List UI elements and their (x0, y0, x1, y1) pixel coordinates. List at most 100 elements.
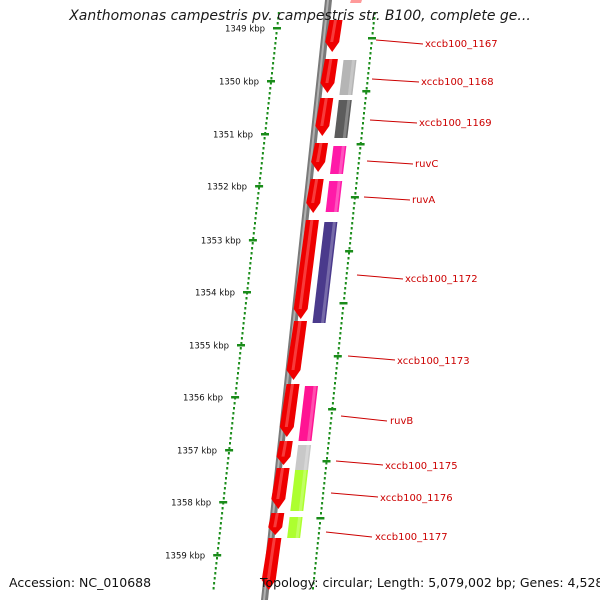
gene-bar[interactable] (295, 445, 312, 470)
axis-tick (248, 239, 257, 242)
axis-dot (267, 102, 270, 105)
axis-dot (237, 367, 240, 370)
axis-dot (275, 37, 277, 40)
track-guide-dot (327, 442, 330, 445)
gene-label[interactable]: xccb100_1176 (380, 493, 453, 504)
track-guide-dot (317, 532, 320, 535)
axis-tick (243, 291, 251, 294)
gene-label[interactable]: xccb100_1173 (397, 356, 470, 367)
axis-dot (263, 142, 266, 145)
track-guide-dot (329, 427, 332, 430)
axis-dot (240, 337, 243, 340)
track-guide-dot (363, 107, 366, 110)
track-guide-dot (338, 342, 341, 345)
axis-dot (276, 22, 279, 25)
gene-label[interactable]: ruvA (412, 195, 435, 206)
cds-arrow-highlight (291, 321, 302, 370)
axis-dot (216, 557, 218, 560)
axis-dot (225, 472, 228, 475)
gene-label[interactable]: xccb100_1168 (421, 77, 494, 88)
track-guide-dot (367, 72, 370, 75)
track-guide-dot (335, 372, 338, 375)
axis-dot (242, 327, 245, 330)
axis-dot (256, 202, 259, 205)
gene-bar[interactable] (290, 470, 309, 511)
gene-bar[interactable] (334, 100, 352, 138)
axis-dot (231, 417, 234, 420)
axis-tick-label: 1349 kbp (225, 25, 265, 35)
gene-label-leader (325, 531, 373, 538)
gene-bar[interactable] (287, 517, 303, 538)
axis-dot (251, 242, 254, 245)
track-guide-dot (312, 582, 315, 585)
axis-dot (277, 17, 280, 20)
axis-dot (275, 32, 278, 35)
track-guide-dot (361, 127, 364, 130)
axis-dot (218, 532, 221, 535)
gene-bar[interactable] (298, 386, 319, 441)
track-guide-dot (359, 147, 362, 150)
axis-dot (265, 122, 268, 125)
track-guide-dot (319, 522, 321, 525)
track-guide-dot (373, 17, 376, 20)
track-guide-dot (366, 82, 369, 85)
track-guide-dot (353, 202, 356, 205)
gene-label[interactable]: xccb100_1177 (375, 532, 448, 543)
track-guide-dot (320, 507, 323, 510)
axis-dot (264, 127, 267, 130)
gene-bar-shine (298, 470, 307, 511)
track-guide-dot (364, 102, 367, 105)
axis-dot (252, 237, 255, 240)
axis-dot (219, 522, 222, 525)
axis-dot (227, 457, 230, 460)
gene-label[interactable]: xccb100_1167 (425, 39, 498, 50)
track-guide-dot (322, 492, 325, 495)
cds-arrow-highlight (276, 468, 285, 499)
gene-bar[interactable] (325, 181, 343, 212)
track-guide-dot (356, 177, 359, 180)
track-tick (368, 37, 376, 40)
gene-bar[interactable] (350, 0, 362, 3)
axis-dot (220, 517, 223, 520)
axis-dot (244, 307, 247, 310)
gene-bar[interactable] (330, 146, 347, 174)
gene-bar-shine (347, 60, 355, 95)
track-guide-dot (365, 87, 368, 90)
axis-dot (222, 497, 225, 500)
track-guide-dot (327, 447, 329, 450)
track-guide-dot (332, 392, 335, 395)
axis-dot (260, 167, 263, 170)
track-guide-dot (373, 12, 376, 15)
axis-dot (235, 387, 238, 390)
axis-dot (244, 302, 247, 305)
axis-dot (263, 137, 266, 140)
axis-dot (246, 287, 249, 290)
track-guide-dot (364, 97, 367, 100)
axis-dot (247, 277, 250, 280)
axis-dot (269, 82, 272, 85)
gene-bar[interactable] (339, 60, 357, 95)
gene-label[interactable]: ruvB (390, 416, 413, 427)
gene-label[interactable]: xccb100_1172 (405, 274, 478, 285)
axis-dot (240, 342, 243, 345)
gene-bar[interactable] (312, 222, 338, 323)
axis-dot (250, 257, 252, 260)
axis-dot (228, 447, 231, 450)
axis-dot (241, 332, 244, 335)
gene-label-leader (363, 196, 411, 201)
axis-dot (269, 87, 272, 90)
cds-arrow-highlight (325, 59, 333, 83)
track-guide-dot (326, 457, 328, 460)
track-guide-dot (363, 112, 365, 115)
track-guide-dot (343, 297, 346, 300)
gene-label[interactable]: xccb100_1169 (419, 118, 492, 129)
track-guide-dot (320, 512, 322, 515)
gene-label[interactable]: ruvC (415, 159, 438, 170)
axis-dot (259, 177, 262, 180)
gene-label[interactable]: xccb100_1175 (385, 461, 458, 472)
track-guide-dot (372, 27, 375, 30)
accession-text: Accession: NC_010688 (9, 575, 152, 590)
track-guide-dot (313, 572, 316, 575)
axis-dot (259, 172, 262, 175)
axis-tick (219, 501, 228, 504)
